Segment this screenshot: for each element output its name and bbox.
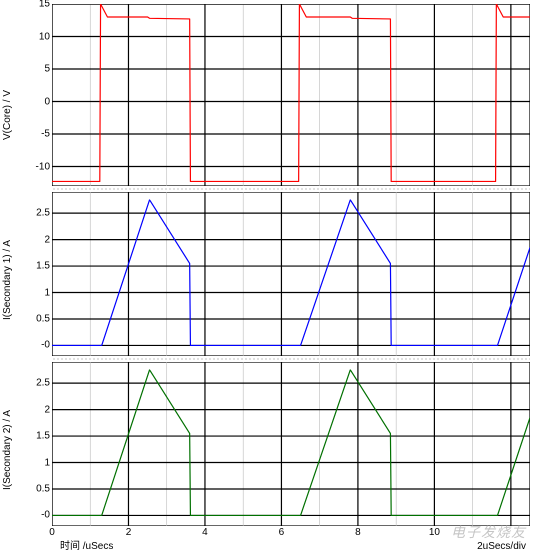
ytick-label: 2 [30, 404, 50, 415]
xtick-label: 0 [49, 527, 55, 538]
ytick-label: 2.5 [30, 208, 50, 219]
ytick-label: 1 [30, 457, 50, 468]
ytick-label: 15 [30, 0, 50, 10]
panel-isec1 [52, 192, 530, 356]
ytick-label: -5 [30, 129, 50, 140]
ytick-label: 2 [30, 234, 50, 245]
ylabel-isec2: I(Secondary 2) / A [2, 476, 13, 490]
xtick-label: 8 [355, 527, 361, 538]
ytick-label: 0 [30, 96, 50, 107]
xtick-label: 2 [126, 527, 132, 538]
panel-separator [52, 357, 530, 361]
xtick-label: 10 [429, 527, 440, 538]
panel-vcore [52, 4, 530, 186]
plot-vcore [52, 4, 530, 186]
ylabel-vcore: V(Core) / V [2, 126, 13, 140]
ytick-label: -0 [30, 340, 50, 351]
ytick-label: 0.5 [30, 483, 50, 494]
ytick-label: -0 [30, 510, 50, 521]
ytick-label: -10 [30, 161, 50, 172]
panel-separator [52, 187, 530, 191]
plot-isec1 [52, 192, 530, 356]
ytick-label: 1.5 [30, 431, 50, 442]
chart-container: V(Core) / V I(Secondary 1) / A I(Seconda… [0, 0, 538, 556]
ytick-label: 10 [30, 31, 50, 42]
xaxis-scale: 2uSecs/div [477, 541, 526, 552]
xtick-label: 6 [279, 527, 285, 538]
ytick-label: 2.5 [30, 378, 50, 389]
xtick-label: 4 [202, 527, 208, 538]
panel-isec2 [52, 362, 530, 526]
ytick-label: 0.5 [30, 313, 50, 324]
ytick-label: 1 [30, 287, 50, 298]
plot-isec2 [52, 362, 530, 526]
xaxis-label: 时间 /uSecs [60, 537, 113, 552]
ytick-label: 5 [30, 64, 50, 75]
ytick-label: 1.5 [30, 261, 50, 272]
ylabel-isec1: I(Secondary 1) / A [2, 306, 13, 320]
